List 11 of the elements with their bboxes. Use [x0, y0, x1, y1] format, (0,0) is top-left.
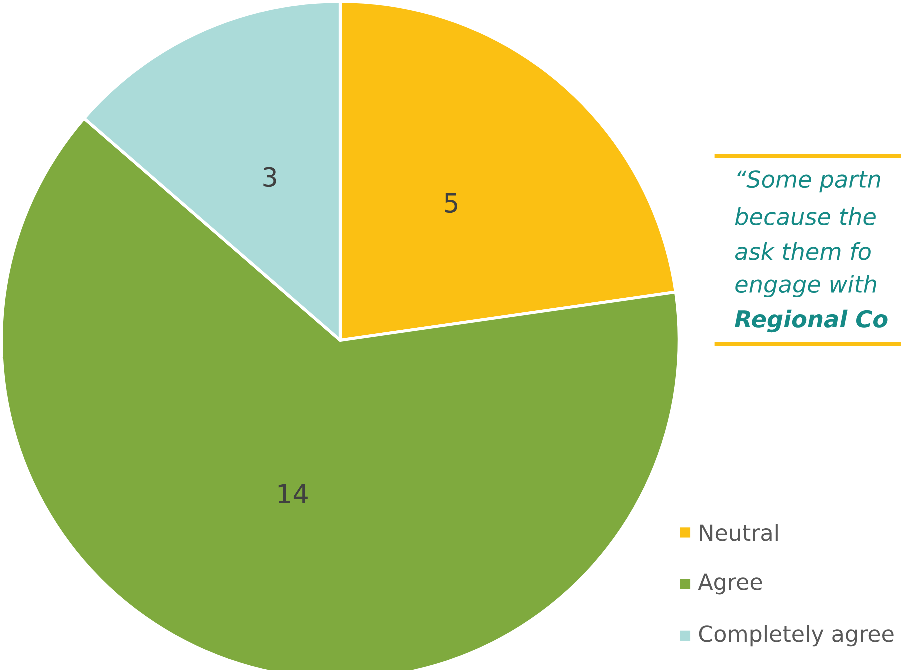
data-label: 3 [264, 167, 276, 187]
text: engage with [736, 274, 876, 298]
legend-label: Agree [698, 574, 762, 595]
text: “Some partn [738, 170, 880, 192]
text: Regional Co [735, 310, 888, 332]
legend-label: Completely agree [699, 625, 894, 647]
data-label: 5 [445, 193, 458, 213]
legend-label: Neutral [700, 524, 778, 542]
data-label: 14 [278, 484, 308, 504]
text: because the [735, 207, 876, 226]
text: ask them fo [736, 242, 871, 260]
